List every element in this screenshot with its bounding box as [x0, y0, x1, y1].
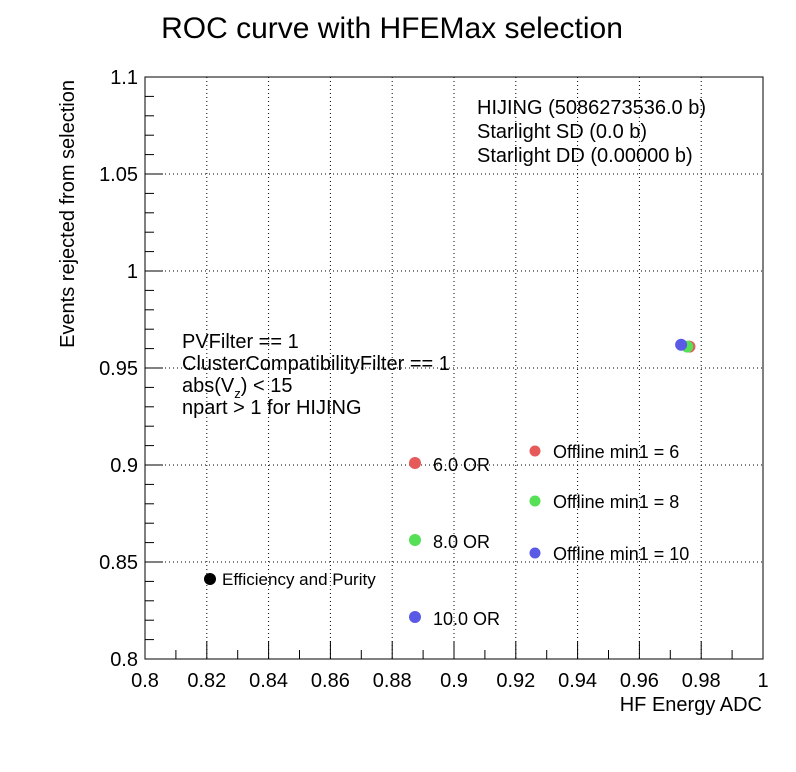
grid-lines	[145, 77, 763, 659]
x-tick-label: 0.88	[373, 670, 412, 692]
y-tick-label: 1.05	[99, 164, 138, 186]
series-legend-marker-8	[529, 495, 541, 507]
sample-legend-starlight-dd: Starlight DD (0.00000 b)	[477, 145, 693, 167]
y-tick-label: 0.85	[99, 552, 138, 574]
y-tick-label: 1.1	[110, 67, 138, 89]
selection-cluster-filter: ClusterCompatibilityFilter == 1	[182, 353, 450, 375]
selection-vz-sub: z	[234, 386, 241, 401]
efficiency-purity-label: Efficiency and Purity	[222, 570, 376, 589]
tick-labels: 0.8 0.82 0.84 0.86 0.88 0.9 0.92 0.94 0.96 0.98 10…	[99, 67, 769, 692]
x-tick-label: 0.94	[558, 670, 597, 692]
x-tick-label: 1	[757, 670, 768, 692]
y-tick-label: 0.95	[99, 358, 138, 380]
data-points	[675, 338, 696, 353]
selection-vz-post: ) < 15	[241, 375, 293, 397]
x-tick-label: 0.98	[682, 670, 721, 692]
or-legend-marker-10	[409, 611, 421, 623]
y-tick-label: 0.9	[110, 455, 138, 477]
series-legend-label-10: Offline min1 = 10	[553, 544, 689, 564]
efficiency-purity-marker	[204, 573, 216, 585]
y-axis-label: Events rejected from selection	[57, 80, 79, 348]
selection-text: PVFilter == 1 ClusterCompatibilityFilter…	[182, 331, 450, 419]
or-legend-marker-8	[409, 534, 421, 546]
selection-vz-cut: abs(Vz) < 15	[182, 375, 292, 401]
data-point-series-2	[675, 338, 688, 351]
selection-vz-pre: abs(V	[182, 375, 235, 397]
selection-pvfilter: PVFilter == 1	[182, 331, 299, 353]
selection-npart: npart > 1 for HIJING	[182, 397, 362, 419]
y-tick-label: 0.8	[110, 649, 138, 671]
x-tick-label: 0.96	[620, 670, 659, 692]
series-legend: Offline min1 = 6 Offline min1 = 8 Offlin…	[529, 442, 689, 564]
or-legend-label-10: 10.0 OR	[433, 609, 500, 629]
sample-legend-starlight-sd: Starlight SD (0.0 b)	[477, 121, 647, 143]
x-tick-label: 0.9	[440, 670, 468, 692]
or-legend: 6.0 OR 8.0 OR 10.0 OR Efficiency and Pur…	[204, 455, 500, 629]
sample-legend-hijing: HIJING (5086273536.0 b)	[477, 97, 706, 119]
sample-legend: HIJING (5086273536.0 b) Starlight SD (0.…	[477, 97, 706, 167]
x-tick-label: 0.8	[131, 670, 159, 692]
or-legend-marker-6	[409, 457, 421, 469]
x-tick-label: 0.82	[187, 670, 226, 692]
or-legend-label-8: 8.0 OR	[433, 532, 490, 552]
or-legend-label-6: 6.0 OR	[433, 455, 490, 475]
y-tick-label: 1	[127, 261, 138, 283]
series-legend-marker-10	[529, 547, 541, 559]
series-legend-label-6: Offline min1 = 6	[553, 442, 679, 462]
chart-title: ROC curve with HFEMax selection	[161, 12, 623, 45]
x-tick-label: 0.86	[311, 670, 350, 692]
series-legend-marker-6	[529, 445, 541, 457]
axis-ticks	[144, 76, 764, 660]
series-legend-label-8: Offline min1 = 8	[553, 492, 679, 512]
x-tick-label: 0.84	[249, 670, 288, 692]
x-axis-label: HF Energy ADC	[620, 694, 762, 716]
x-tick-label: 0.92	[496, 670, 535, 692]
